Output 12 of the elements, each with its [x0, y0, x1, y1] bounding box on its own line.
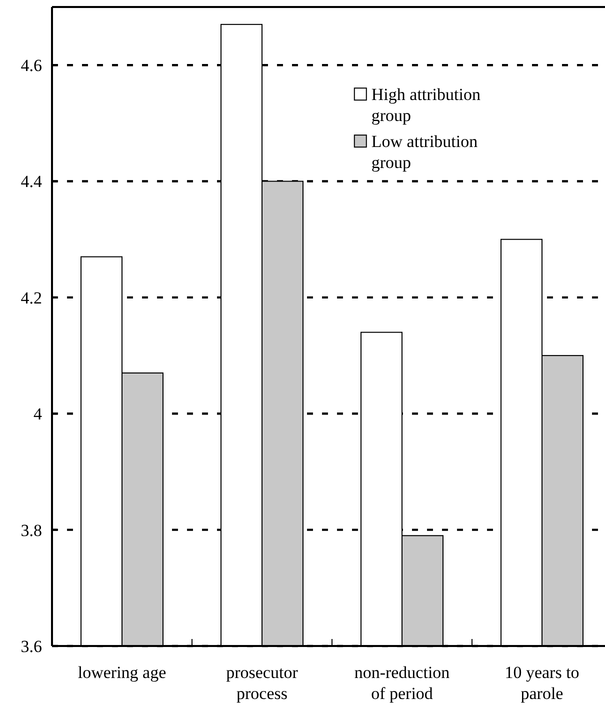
x-tick-label: non-reduction of period — [354, 663, 450, 703]
y-tick-label: 3.8 — [20, 520, 42, 540]
y-tick-label: 4.2 — [20, 288, 42, 308]
legend-label: Low attribution group — [371, 132, 478, 172]
y-tick-label: 4.6 — [20, 56, 42, 76]
y-tick-label: 4 — [34, 404, 42, 424]
x-tick-label: 10 years to parole — [504, 663, 580, 703]
legend-label: High attribution group — [371, 85, 481, 126]
y-tick-label: 3.6 — [20, 636, 42, 656]
x-tick-label: lowering age — [78, 663, 166, 682]
y-tick-label: 4.4 — [20, 172, 42, 192]
x-tick-label: prosecutor process — [226, 663, 298, 703]
